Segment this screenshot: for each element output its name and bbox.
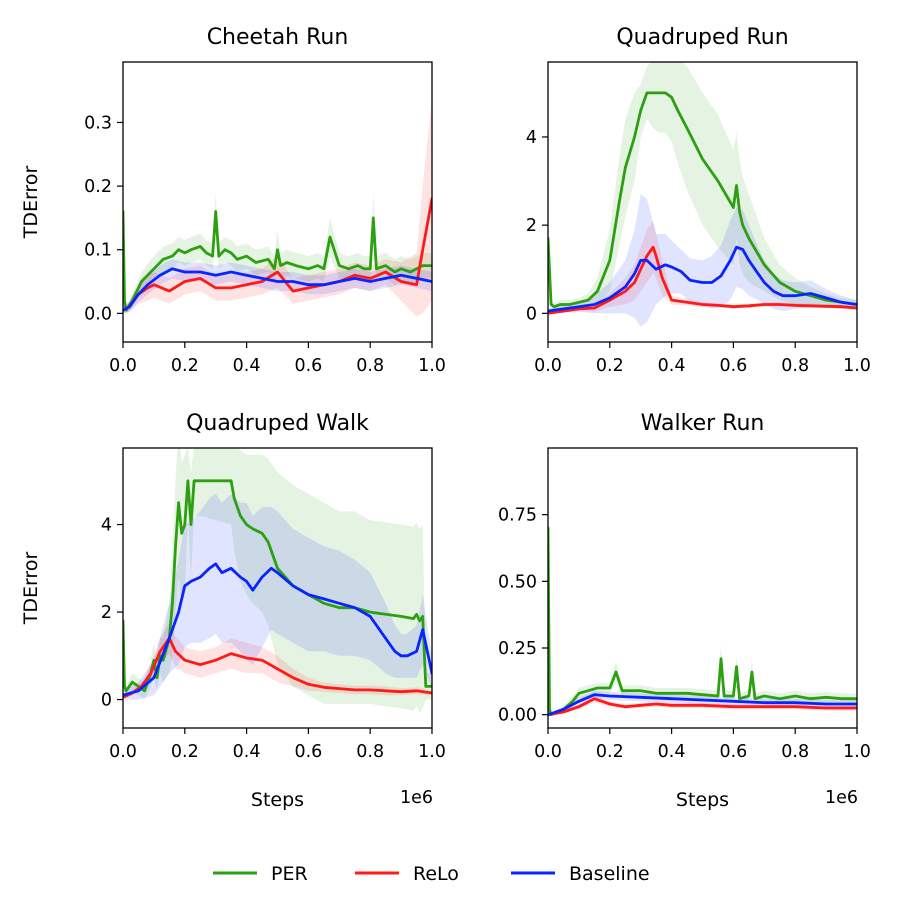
plot-area (548, 62, 857, 327)
y-tick-label: 0.00 (498, 706, 537, 726)
panel-3: 0.0 0.2 0.4 0.6 0.8 1.0 0.00 0.25 0.50 0.75 Walker… (498, 411, 871, 811)
y-tick-label: 4 (101, 516, 112, 536)
band-relo (123, 623, 432, 699)
plot-area (123, 97, 432, 317)
panel-2: 0.0 0.2 0.4 0.6 0.8 1.0 0 2 4 Quadruped Walk TDErr… (20, 411, 446, 811)
series-line-baseline (548, 245, 857, 313)
x-tick-label: 1.0 (418, 742, 446, 762)
x-tick-label: 0.0 (534, 356, 562, 376)
x-tick-label: 0.8 (356, 742, 384, 762)
chart-title: Quadruped Walk (186, 411, 369, 436)
x-tick-label: 0.0 (534, 742, 562, 762)
y-tick-label: 0.50 (498, 572, 537, 592)
y-tick-label: 0.25 (498, 639, 537, 659)
x-tick-label: 1.0 (843, 742, 871, 762)
plot-area (123, 448, 432, 713)
plot-area (548, 514, 857, 717)
band-per (548, 514, 857, 716)
series-line-relo (548, 697, 857, 717)
x-tick-label: 0.0 (109, 356, 137, 376)
y-tick-label: 0 (101, 691, 112, 711)
x-tick-label: 0.8 (356, 356, 384, 376)
series-line-relo (123, 197, 432, 312)
band-per (123, 448, 432, 713)
y-tick-label: 2 (526, 216, 537, 236)
x-axis-label: Steps (676, 789, 729, 811)
y-tick-label: 0.75 (498, 506, 537, 526)
series-line-relo (123, 636, 432, 699)
series-line-baseline (123, 267, 432, 312)
y-axis-label: TDError (20, 552, 42, 626)
axes-frame (122, 61, 433, 343)
x-tick-label: 0.2 (596, 742, 624, 762)
x-tick-label: 0.6 (719, 356, 747, 376)
x-tick-label: 0.2 (596, 356, 624, 376)
y-tick-label: 4 (526, 128, 537, 148)
axes-frame (547, 447, 858, 729)
y-tick-label: 0.2 (84, 177, 112, 197)
x-offset-text: 1e6 (400, 788, 433, 808)
x-tick-label: 0.6 (719, 742, 747, 762)
legend-label-per: PER (271, 863, 308, 885)
x-tick-label: 1.0 (843, 356, 871, 376)
chart-title: Walker Run (641, 411, 765, 436)
x-tick-label: 0.0 (109, 742, 137, 762)
x-axis-label: Steps (251, 789, 304, 811)
chart-title: Quadruped Run (616, 25, 788, 50)
x-tick-label: 0.6 (294, 356, 322, 376)
series-line-relo (548, 245, 857, 315)
band-per (548, 62, 857, 312)
y-tick-label: 2 (101, 603, 112, 623)
x-tick-label: 0.4 (233, 356, 261, 376)
chart-title: Cheetah Run (207, 25, 349, 50)
y-tick-label: 0.1 (84, 241, 112, 261)
axes-frame (122, 447, 433, 729)
x-offset-text: 1e6 (825, 788, 858, 808)
x-tick-label: 1.0 (418, 356, 446, 376)
series-line-per (123, 210, 432, 312)
legend-label-relo: ReLo (413, 863, 459, 885)
axes-frame (547, 61, 858, 343)
series-line-per (548, 526, 857, 717)
x-tick-label: 0.6 (294, 742, 322, 762)
y-tick-label: 0.3 (84, 113, 112, 133)
y-axis-label: TDError (20, 166, 42, 240)
x-tick-label: 0.4 (658, 742, 686, 762)
series-line-baseline (123, 562, 432, 697)
x-tick-label: 0.2 (171, 742, 199, 762)
x-tick-label: 0.4 (658, 356, 686, 376)
x-tick-label: 0.2 (171, 356, 199, 376)
y-tick-label: 0.0 (84, 304, 112, 324)
panels: 0.0 0.2 0.4 0.6 0.8 1.0 0.0 0.1 0.2 0.3 Cheetah Ru… (20, 25, 871, 811)
x-tick-label: 0.8 (781, 742, 809, 762)
panel-0: 0.0 0.2 0.4 0.6 0.8 1.0 0.0 0.1 0.2 0.3 Cheetah Ru… (20, 25, 446, 376)
band-baseline (123, 493, 432, 700)
series-line-per (548, 91, 857, 309)
legend-label-baseline: Baseline (569, 863, 650, 885)
x-tick-label: 0.8 (781, 356, 809, 376)
panel-1: 0.0 0.2 0.4 0.6 0.8 1.0 0 2 4 Quadruped Run (526, 25, 871, 376)
series-line-baseline (548, 693, 857, 717)
legend: PER ReLo Baseline (213, 863, 650, 885)
x-tick-label: 0.4 (233, 742, 261, 762)
y-tick-label: 0 (526, 304, 537, 324)
